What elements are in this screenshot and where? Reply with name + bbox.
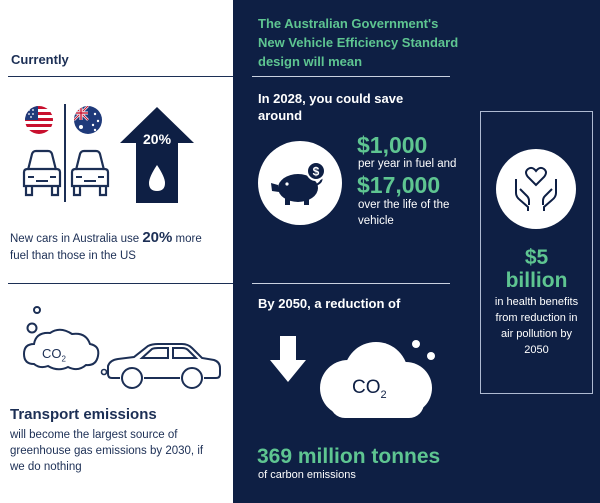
right-panel [233, 0, 600, 503]
health-amount: $5 billion [480, 246, 593, 292]
health-caption-line-4: 2050 [524, 344, 549, 356]
health-caption-line-3: air pollution by [501, 328, 572, 340]
efficiency-text-after: more [172, 233, 202, 245]
transport-line-2: greenhouse gas emissions by 2030, if [10, 445, 204, 457]
efficiency-text-before: New cars in Australia use [10, 233, 143, 245]
health-caption-line-2: from reduction in [495, 312, 578, 324]
divider-left-top [8, 76, 233, 77]
co2-label: CO2 [352, 377, 387, 401]
health-benefits-box [480, 111, 593, 394]
transport-line-3: we do nothing [10, 461, 82, 473]
au-flag-icon [74, 106, 102, 134]
transport-text: will become the largest source of greenh… [10, 427, 203, 475]
emissions-heading: By 2050, a reduction of [258, 296, 401, 311]
efficiency-line-2: fuel than those in the US [10, 250, 136, 262]
fuel-caption: per year in fuel and [358, 158, 457, 170]
up-arrow-icon [120, 107, 194, 203]
currently-label: Currently [11, 52, 69, 67]
divider-left-mid [8, 283, 233, 284]
divider-right-mid [252, 283, 450, 284]
headline-line-2: New Vehicle Efficiency Standard [258, 35, 459, 50]
fuel-drop-icon [149, 165, 165, 191]
small-co2-label: CO2 [42, 346, 66, 364]
life-caption-line-1: over the life of the [358, 199, 450, 211]
co2-subscript: 2 [380, 388, 387, 401]
headline-line-1: The Australian Government's [258, 16, 439, 31]
savings-heading: In 2028, you could save around [258, 90, 403, 124]
emissions-amount: 369 million tonnes [257, 445, 441, 468]
health-caption: in health benefits from reduction in air… [480, 294, 593, 358]
small-co2-text: CO [42, 346, 62, 361]
health-amount-line-1: $5 [524, 246, 549, 269]
car-front-icon [22, 149, 62, 197]
headline-line-3: design will mean [258, 54, 363, 69]
piggy-bank-icon: $ [258, 141, 342, 225]
left-panel [0, 0, 233, 503]
life-caption: over the life of the vehicle [358, 197, 449, 229]
savings-heading-line-1: In 2028, you could save [258, 91, 404, 106]
fuel-amount: $1,000 [357, 132, 428, 158]
divider-right-top [252, 76, 450, 77]
small-co2-subscript: 2 [61, 354, 66, 364]
life-amount: $17,000 [357, 172, 441, 198]
efficiency-highlight: 20% [142, 229, 173, 246]
co2-text: CO [352, 377, 381, 398]
headline: The Australian Government's New Vehicle … [258, 14, 458, 71]
savings-heading-line-2: around [258, 108, 303, 123]
efficiency-badge: 20% [143, 131, 172, 147]
flag-divider [64, 104, 66, 202]
transport-title: Transport emissions [10, 406, 157, 423]
health-caption-line-1: in health benefits [494, 296, 579, 308]
efficiency-text: New cars in Australia use 20% more fuel … [10, 229, 202, 265]
svg-text:$: $ [313, 165, 320, 179]
emissions-caption: of carbon emissions [258, 469, 356, 481]
transport-line-1: will become the largest source of [10, 429, 178, 441]
co2-cloud-icon [320, 340, 435, 418]
hands-heart-icon [496, 149, 576, 229]
health-amount-line-2: billion [505, 269, 568, 292]
down-arrow-icon [270, 336, 306, 382]
small-co2-cloud-icon [22, 306, 108, 376]
life-caption-line-2: vehicle [358, 215, 394, 227]
car-side-icon [107, 343, 221, 389]
car-front-icon-2 [70, 149, 110, 197]
us-flag-icon [25, 106, 53, 134]
